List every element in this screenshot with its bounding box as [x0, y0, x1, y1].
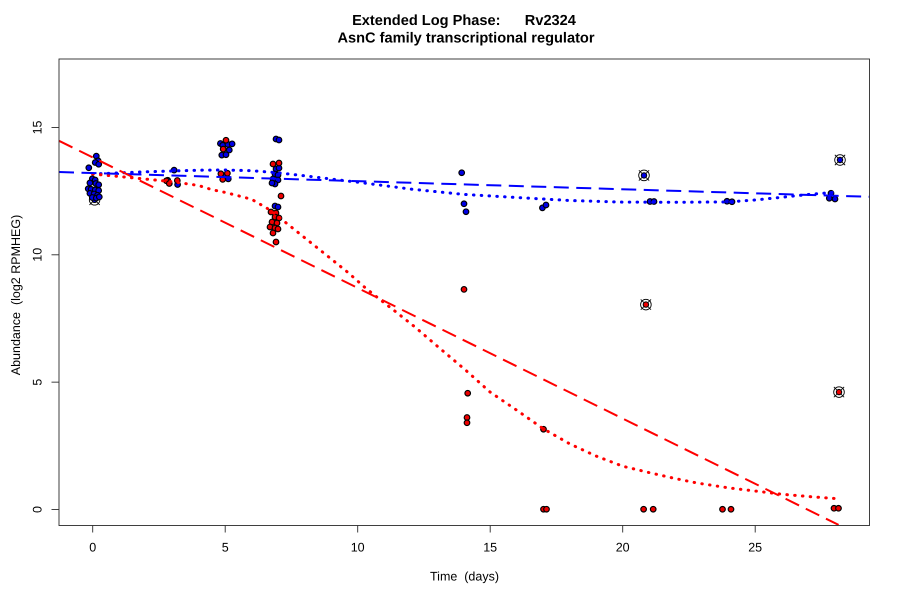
svg-text:0: 0 [31, 506, 45, 513]
svg-text:5: 5 [31, 379, 45, 386]
svg-text:10: 10 [31, 248, 45, 262]
svg-text:Time (days): Time (days) [430, 570, 499, 584]
svg-text:AsnC family transcriptional re: AsnC family transcriptional regulator [337, 31, 594, 47]
svg-text:Abundance (log2 RPMHEG): Abundance (log2 RPMHEG) [9, 215, 23, 376]
svg-text:20: 20 [616, 541, 630, 555]
svg-text:Extended Log Phase: Rv232: Extended Log Phase: Rv2324 [352, 13, 577, 29]
svg-text:15: 15 [31, 120, 45, 134]
svg-text:25: 25 [748, 541, 762, 555]
svg-text:0: 0 [89, 541, 96, 555]
svg-text:15: 15 [483, 541, 497, 555]
svg-text:10: 10 [351, 541, 365, 555]
svg-text:5: 5 [222, 541, 229, 555]
